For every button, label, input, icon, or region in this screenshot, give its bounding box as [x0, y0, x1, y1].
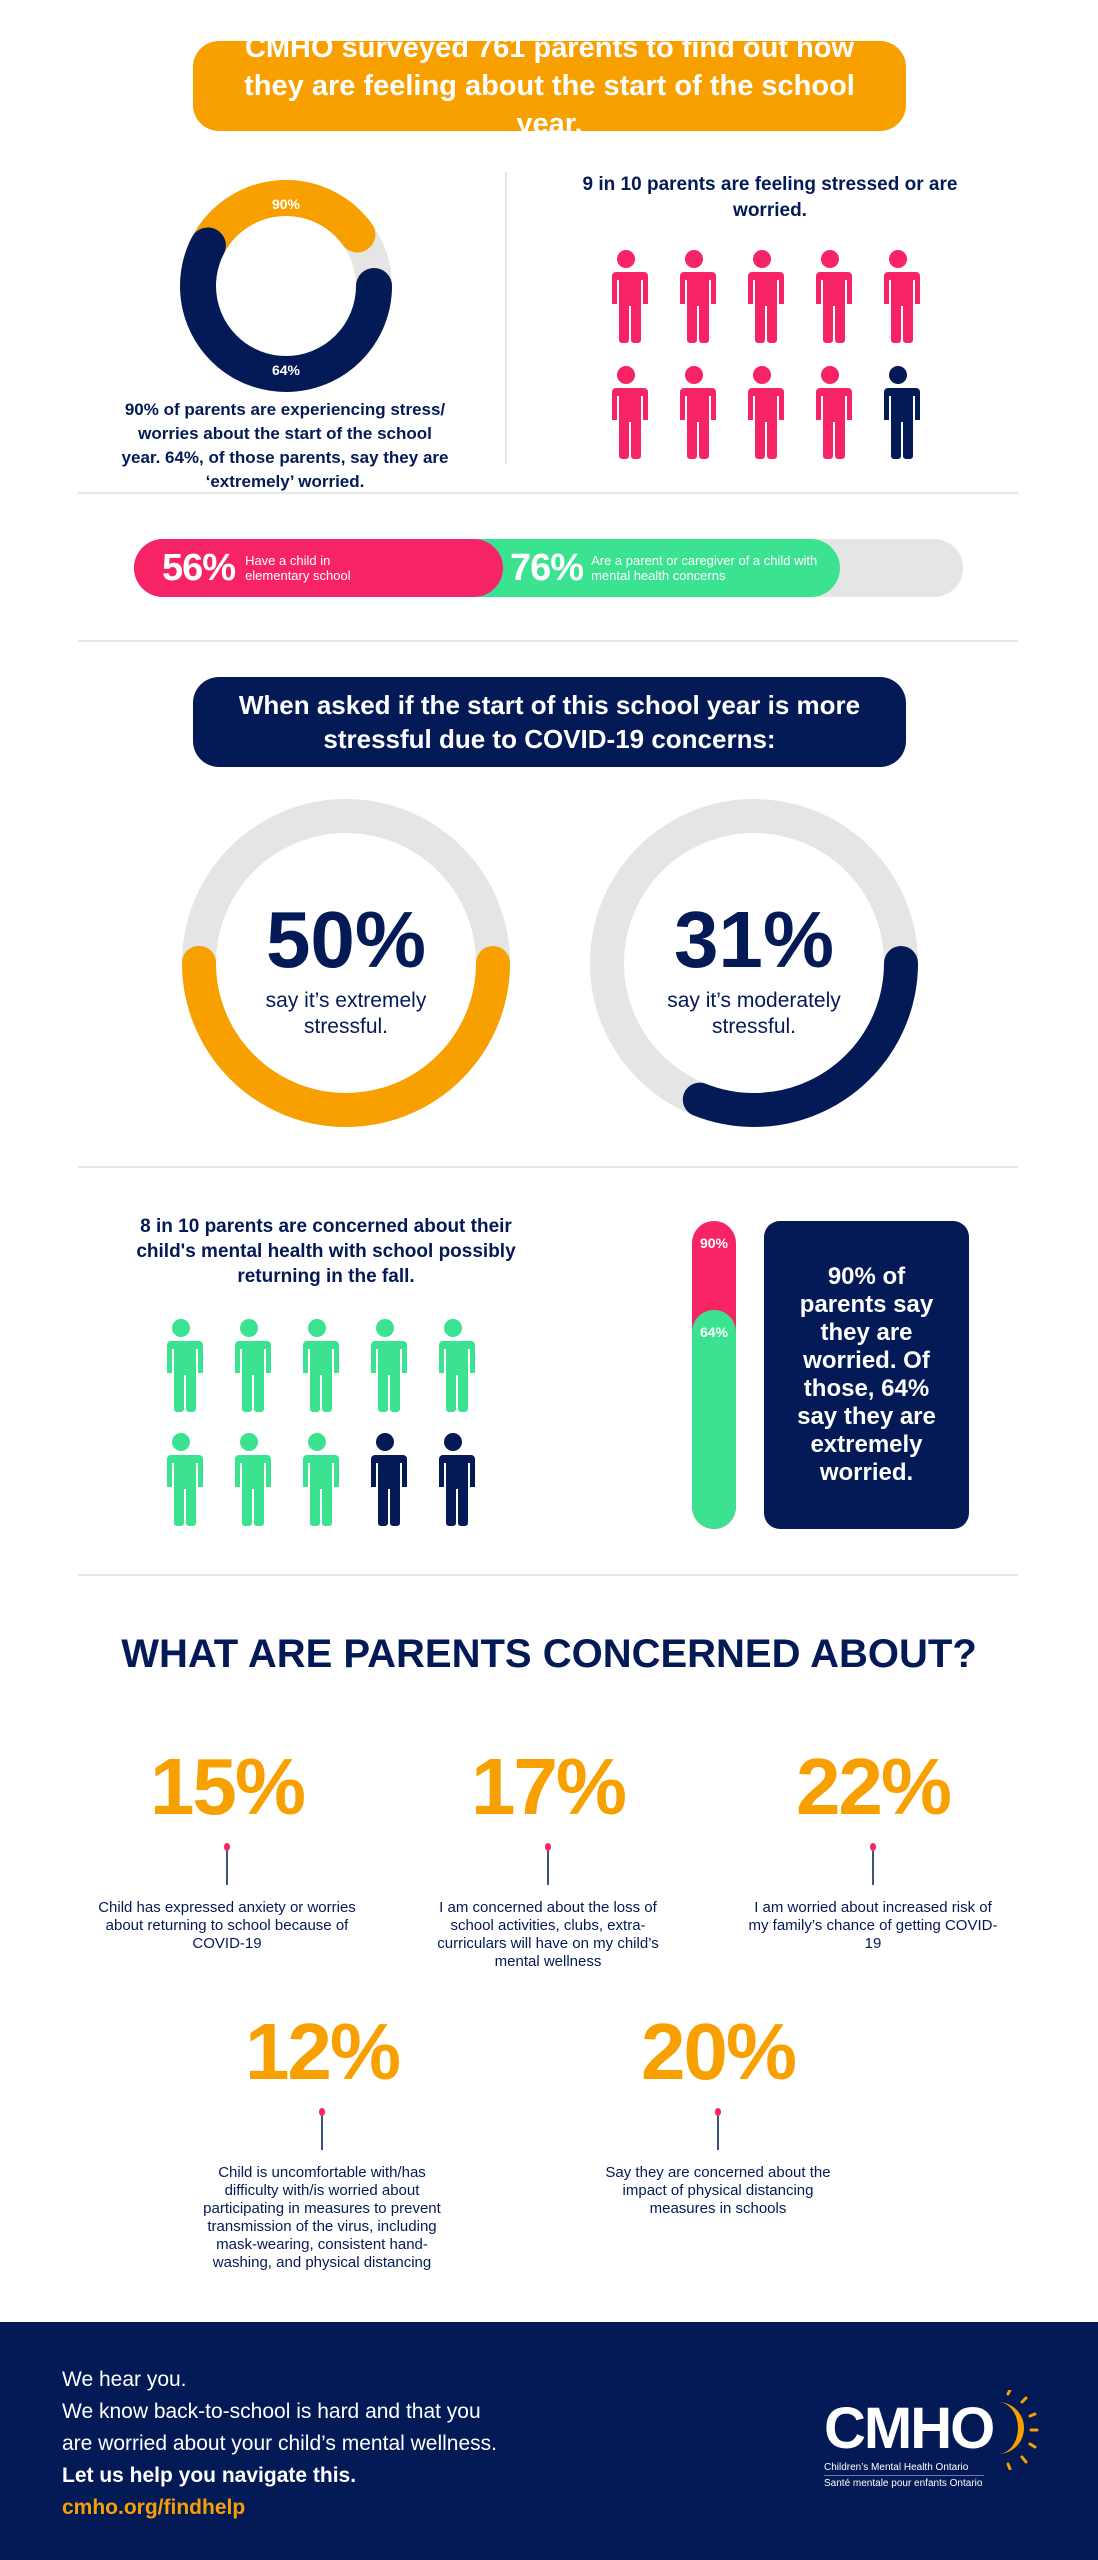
person-icon [163, 1319, 203, 1412]
stress-ring-0 [182, 799, 510, 1127]
vbar-inner-label: 64% [699, 1323, 729, 1340]
worry-summary-box: 90% of parents say they are worried. Of … [764, 1221, 969, 1529]
divider [78, 1166, 1018, 1168]
ring-arc [182, 799, 510, 1127]
pill-bar: 76% Are a parent or caregiver of a child… [134, 539, 963, 597]
pin-icon [714, 2108, 722, 2150]
divider [78, 492, 1018, 494]
sun-icon [998, 2390, 1039, 2470]
pill-b-value: 76% [510, 546, 584, 589]
person-icon [163, 1433, 203, 1526]
ring-text: 50% say it’s extremely stressful. [226, 900, 466, 1040]
concern-text: I am worried about increased risk of my … [748, 1899, 998, 1952]
pill-a-value: 56% [162, 546, 236, 589]
logo-wordmark: CMHO [824, 2400, 1044, 2458]
person-icon [608, 366, 648, 459]
ring-label: say it’s extremely stressful. [265, 989, 427, 1038]
person-icon [299, 1433, 339, 1526]
logo-sub-fr: Santé mentale pour enfants Ontario [824, 2478, 983, 2489]
cmho-logo: CMHO Children’s Mental Health Ontario Sa… [824, 2390, 1044, 2500]
survey-header: CMHO surveyed 761 parents to find out ho… [193, 32, 906, 140]
logo-sub-en: Children’s Mental Health Ontario [824, 2462, 984, 2476]
person-icon [435, 1433, 475, 1526]
pin-icon [318, 2108, 326, 2150]
concern-text: I am concerned about the loss of school … [437, 1899, 659, 1970]
person-icon [299, 1319, 339, 1412]
vbar-top-label: 90% [699, 1235, 729, 1251]
person-icon [367, 1319, 407, 1412]
concern-text: Say they are concerned about the impact … [605, 2164, 831, 2217]
stress-ring-1 [590, 799, 918, 1127]
person-icon [608, 250, 648, 343]
pill-b-label: Are a parent or caregiver of a child wit… [591, 553, 818, 583]
concern-value: 17% [470, 1742, 627, 1831]
people1-heading: 9 in 10 parents are feeling stressed or … [582, 174, 958, 221]
concern-stat: 15% Child has expressed anxiety or worri… [97, 1745, 357, 1953]
footer-line-3: are worried about your child’s mental we… [62, 2432, 497, 2455]
donut-label-inner: 64% [272, 362, 301, 378]
divider [78, 640, 1018, 642]
logo-text: CMHO [824, 2396, 995, 2461]
person-icon [367, 1433, 407, 1526]
person-icon [744, 366, 784, 459]
covid-heading: When asked if the start of this school y… [193, 677, 906, 767]
pin-icon [869, 1843, 877, 1885]
person-icon [880, 250, 920, 343]
concern-value: 15% [149, 1742, 306, 1831]
concerns-title: WHAT ARE PARENTS CONCERNED ABOUT? [121, 1632, 977, 1676]
footer-line-2: We know back-to-school is hard and that … [62, 2400, 481, 2423]
donut-arc-extremely [180, 180, 392, 392]
vertical-divider [505, 172, 507, 464]
pin-icon [223, 1843, 231, 1885]
footer-line-1: We hear you. [62, 2368, 187, 2391]
worry-vertical-bar: 90% 64% [692, 1221, 736, 1529]
concern-stat: 20% Say they are concerned about the imp… [588, 2010, 848, 2218]
concern-value: 20% [640, 2007, 797, 2096]
concern-stat: 22% I am worried about increased risk of… [743, 1745, 1003, 1953]
concern-value: 22% [795, 1742, 952, 1831]
person-icon [231, 1319, 271, 1412]
person-icon [231, 1433, 271, 1526]
stress-donut: 90% 64% [180, 180, 392, 392]
concern-value: 12% [244, 2007, 401, 2096]
people1-grid [604, 250, 944, 460]
people2-grid [159, 1319, 499, 1527]
footer [0, 2322, 1098, 2560]
donut-caption: 90% of parents are experiencing stress/ … [121, 400, 449, 491]
vbar-inner-fill: 64% [692, 1309, 736, 1529]
person-icon [880, 366, 920, 459]
concern-text: Child is uncomfortable with/has difficul… [203, 2164, 441, 2271]
person-icon [744, 250, 784, 343]
ring-arc [590, 799, 918, 1127]
ring-label: say it’s moderately stressful. [667, 989, 841, 1038]
footer-line-4: Let us help you navigate this. [62, 2464, 357, 2487]
ring-value: 31% [673, 895, 835, 984]
person-icon [676, 366, 716, 459]
pill-a-label: Have a child in elementary school [245, 553, 351, 583]
person-icon [812, 366, 852, 459]
findhelp-link[interactable]: cmho.org/findhelp [62, 2496, 246, 2519]
ring-value: 50% [265, 895, 427, 984]
divider [78, 1574, 1018, 1576]
pill-segment-elementary: 56% Have a child in elementary school [134, 539, 503, 597]
person-icon [435, 1319, 475, 1412]
pin-icon [544, 1843, 552, 1885]
ring-text: 31% say it’s moderately stressful. [634, 900, 874, 1040]
concern-stat: 12% Child is uncomfortable with/has diff… [192, 2010, 452, 2272]
concern-text: Child has expressed anxiety or worries a… [98, 1899, 356, 1952]
donut-label-outer: 90% [272, 196, 301, 212]
person-icon [812, 250, 852, 343]
people2-heading: 8 in 10 parents are concerned about thei… [136, 1216, 516, 1287]
person-icon [676, 250, 716, 343]
concern-stat: 17% I am concerned about the loss of sch… [418, 1745, 678, 1971]
